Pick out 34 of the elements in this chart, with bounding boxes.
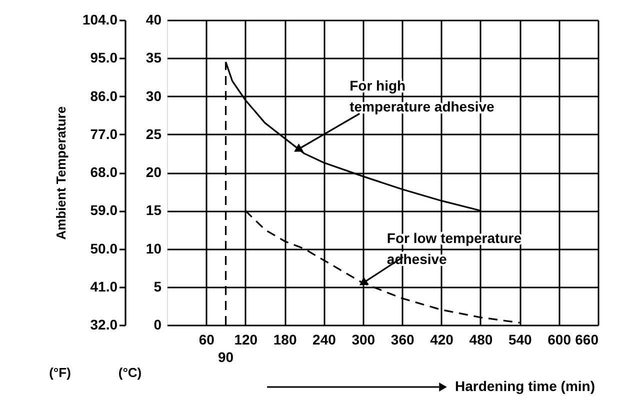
x-tick-label: 540 (508, 332, 532, 348)
y-tick-label: 0 (154, 316, 162, 332)
x-tick-label: 420 (430, 332, 454, 348)
y2-tick-label: 77.0 (90, 126, 118, 142)
ref-line-label: 90 (218, 349, 234, 365)
x-axis-title: Hardening time (min) (455, 378, 596, 394)
y-tick-label: 25 (146, 126, 162, 142)
x-tick-label: 60 (198, 332, 215, 348)
y-tick-label: 15 (146, 202, 162, 218)
x-tick-label: 600 (548, 332, 572, 348)
y-tick-label: 5 (154, 278, 162, 294)
y2-tick-label: 59.0 (90, 202, 118, 218)
x-tick-label: 360 (390, 332, 414, 348)
y-tick-label: 20 (146, 164, 162, 180)
y2-tick-label: 68.0 (90, 164, 118, 180)
x-tick-label: 660 (575, 332, 599, 348)
y2-tick-label: 32.0 (90, 316, 118, 332)
y2-axis-title: Ambient Temperature (53, 106, 68, 240)
y-tick-label: 35 (146, 50, 162, 66)
x-tick-label: 300 (352, 332, 376, 348)
y-tick-label: 40 (146, 12, 162, 28)
y2-tick-label: 95.0 (90, 50, 118, 66)
y-tick-label: 10 (146, 240, 162, 256)
x-tick-label: 240 (312, 332, 336, 348)
text: (°C) (118, 365, 142, 380)
x-tick-label: 180 (273, 332, 297, 348)
x-tick-label: 120 (234, 332, 258, 348)
y-tick-label: 30 (146, 88, 162, 104)
text: (°F) (49, 365, 71, 380)
y2-tick-label: 86.0 (90, 88, 118, 104)
y2-tick-label: 50.0 (90, 240, 118, 256)
y2-tick-label: 104.0 (82, 12, 118, 28)
y2-tick-label: 41.0 (90, 278, 118, 294)
x-tick-label: 480 (469, 332, 493, 348)
